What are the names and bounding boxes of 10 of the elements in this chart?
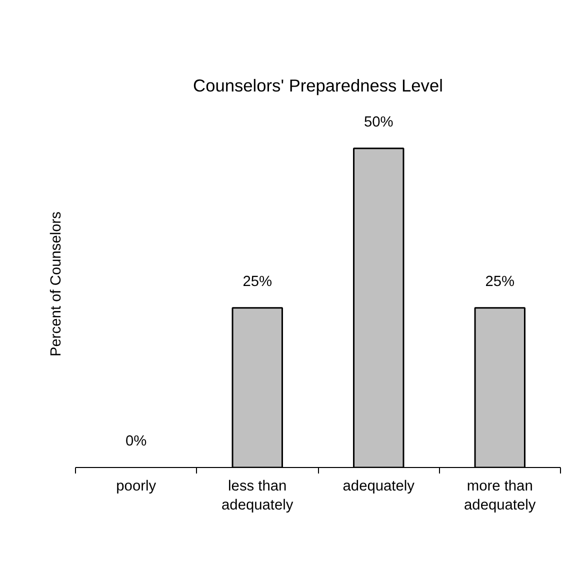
x-tick-label: more than adequately xyxy=(464,478,536,514)
data-label: 25% xyxy=(242,274,272,290)
x-tick-label: poorly xyxy=(116,478,157,494)
chart-title: Counselors' Preparedness Level xyxy=(193,76,443,96)
data-label: 0% xyxy=(126,434,147,450)
x-tick-label: less than adequately xyxy=(222,478,294,514)
y-axis-title: Percent of Counselors xyxy=(48,211,64,357)
data-label: 50% xyxy=(364,114,394,130)
x-tick-label: adequately xyxy=(342,478,416,494)
data-label: 25% xyxy=(485,274,515,290)
